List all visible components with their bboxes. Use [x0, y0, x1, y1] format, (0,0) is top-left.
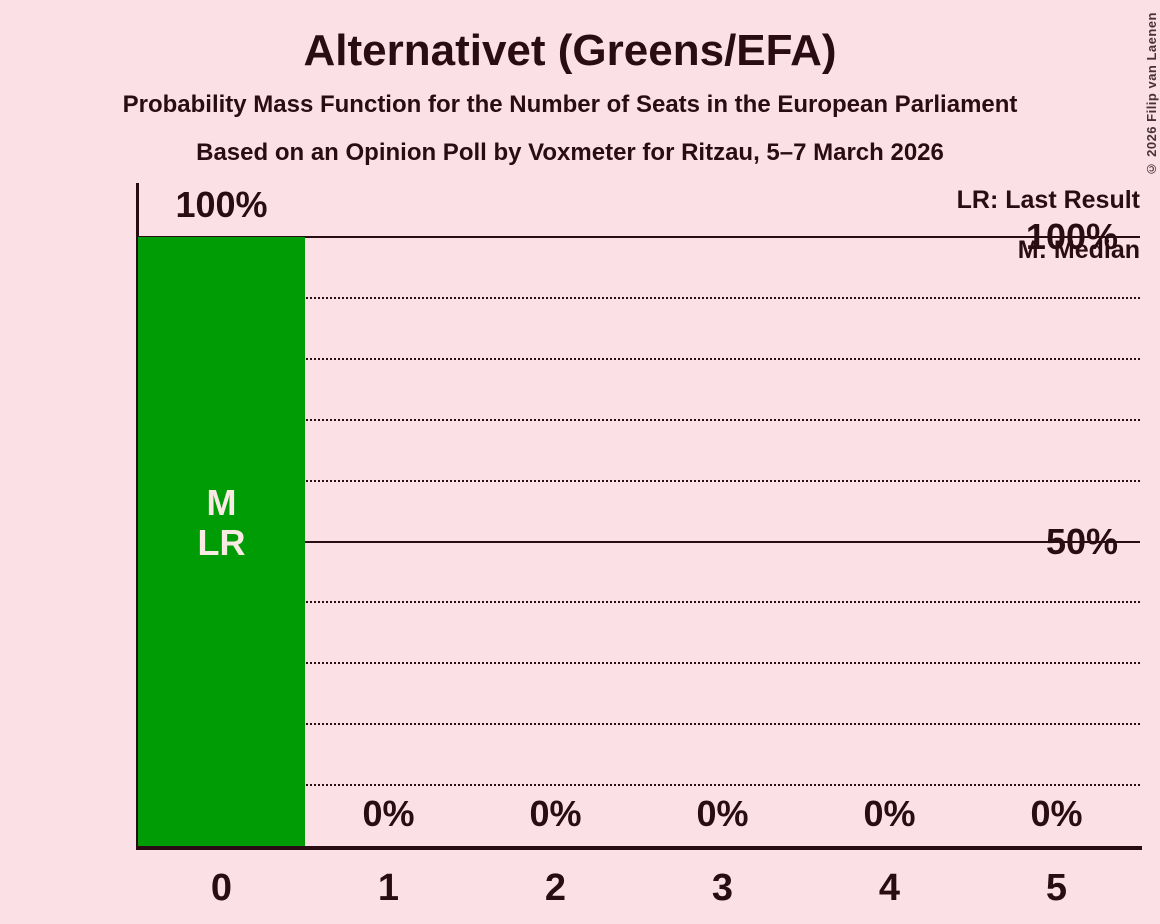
value-label-seats-3: 0% — [696, 793, 749, 834]
x-tick-label-4: 4 — [878, 867, 901, 909]
copyright-notice: © 2026 Filip van Laenen — [1144, 12, 1159, 177]
gridline-80pct — [138, 357, 1140, 360]
gridline-30pct — [138, 662, 1140, 665]
bar-seats-0: M LR — [138, 237, 305, 846]
gridline-50pct — [138, 540, 1140, 543]
x-tick-label-0: 0 — [210, 867, 233, 909]
value-label-seats-1: 0% — [362, 793, 415, 834]
bar-annotation-line: LR — [197, 522, 246, 564]
value-label-seats-0: 100% — [175, 184, 268, 225]
value-label-seats-5: 0% — [1030, 793, 1083, 834]
legend-last-result: LR: Last Result — [956, 186, 1140, 214]
x-tick-label-5: 5 — [1045, 867, 1068, 909]
y-axis-line — [136, 183, 139, 850]
x-tick-label-1: 1 — [377, 867, 400, 909]
plot-area: M LR 100% 0% 0% 0% 0% 0% — [138, 187, 1140, 846]
value-label-seats-2: 0% — [529, 793, 582, 834]
bar-annotation-line: M — [206, 482, 237, 524]
gridline-70pct — [138, 418, 1140, 421]
x-tick-label-2: 2 — [544, 867, 567, 909]
gridline-20pct — [138, 723, 1140, 726]
chart-poll-source: Based on an Opinion Poll by Voxmeter for… — [196, 139, 944, 166]
legend-median: M: Median — [1017, 236, 1140, 264]
bar-annotation-median-lastresult: M LR — [138, 483, 305, 563]
x-axis-labels: 0 1 2 3 4 5 — [138, 866, 1140, 912]
gridline-90pct — [138, 296, 1140, 299]
x-tick-label-3: 3 — [711, 867, 734, 909]
value-label-seats-4: 0% — [863, 793, 916, 834]
gridline-40pct — [138, 601, 1140, 604]
gridline-10pct — [138, 784, 1140, 787]
gridline-60pct — [138, 479, 1140, 482]
chart-title: Alternativet (Greens/EFA) — [303, 26, 837, 75]
gridline-100pct — [138, 236, 1140, 238]
x-axis-line — [136, 846, 1142, 850]
chart-subtitle: Probability Mass Function for the Number… — [122, 91, 1018, 118]
